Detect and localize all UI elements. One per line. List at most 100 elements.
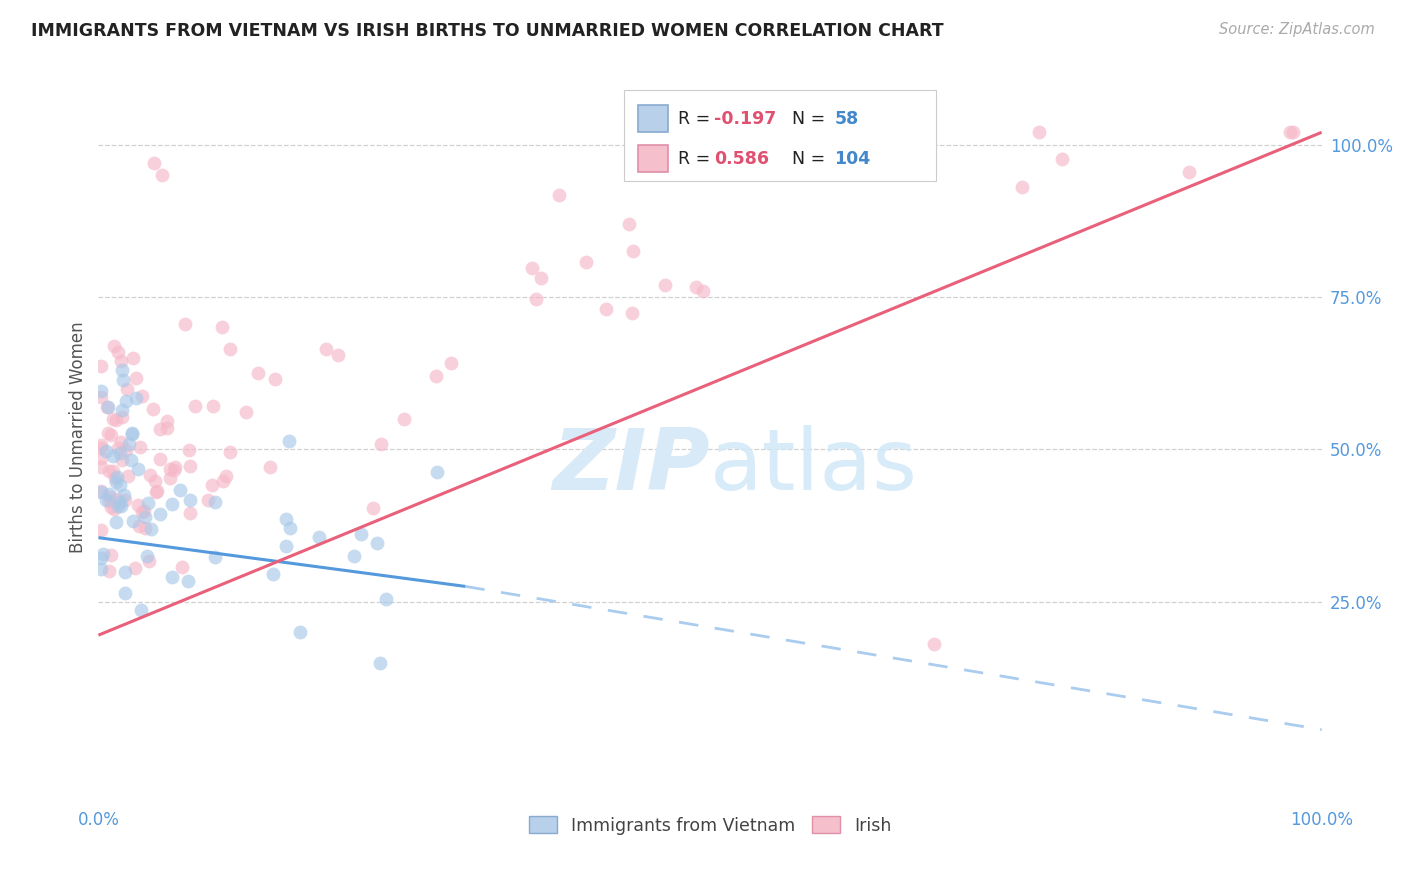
Point [121,427,143,442]
Point [159,462,181,476]
Point [159,470,181,484]
Point [111,374,134,388]
Point [114,493,136,508]
Point [315,342,337,356]
Point [97,494,120,508]
Point [163,463,186,477]
Point [548,187,571,202]
Text: R =: R = [679,110,716,128]
Point [90,450,112,465]
Point [111,453,134,467]
Point [111,402,134,417]
Point [370,436,392,450]
Point [149,422,172,436]
Point [120,453,142,467]
Point [524,292,547,306]
Point [520,260,543,275]
Point [204,494,226,508]
Point [127,462,149,476]
Text: R =: R = [679,150,716,168]
Point [127,498,149,512]
Point [654,277,676,292]
Point [276,539,298,553]
Point [136,496,159,510]
Point [156,421,179,435]
Point [90,562,112,576]
Point [278,521,301,535]
Point [125,371,148,385]
Point [90,441,112,455]
Point [1282,125,1305,139]
Text: 0.586: 0.586 [714,150,769,168]
Point [262,566,284,581]
Point [277,434,299,448]
Text: -0.197: -0.197 [714,110,776,128]
Text: N =: N = [793,110,831,128]
Point [139,522,162,536]
Point [1028,125,1050,139]
Point [177,574,200,589]
Point [114,586,136,600]
Point [90,485,112,500]
Point [138,554,160,568]
Point [110,499,132,513]
Point [90,359,112,374]
Point [363,500,385,515]
Point [160,570,183,584]
Point [142,401,165,416]
Point [621,244,644,258]
Point [131,389,153,403]
Point [115,394,138,409]
Point [197,492,219,507]
Text: ZIP: ZIP [553,425,710,508]
Point [105,475,128,489]
Point [1279,125,1302,139]
Point [96,400,118,414]
Point [440,356,463,370]
Point [368,656,391,670]
Point [122,515,145,529]
Point [375,591,398,606]
Point [125,392,148,406]
Point [105,491,128,506]
Point [170,560,193,574]
Point [103,338,125,352]
Point [105,470,128,484]
Point [98,464,121,478]
Point [96,493,118,508]
Point [122,351,145,365]
Point [131,505,153,519]
Point [129,603,152,617]
Point [179,506,201,520]
Point [97,564,120,578]
Point [100,500,122,514]
Point [259,460,281,475]
Point [117,469,139,483]
Point [530,270,553,285]
FancyBboxPatch shape [638,145,668,172]
Point [264,372,287,386]
Point [104,413,127,427]
Point [169,483,191,498]
Point [97,400,120,414]
Point [201,478,224,492]
Point [204,549,226,564]
Point [94,444,117,458]
Point [692,285,714,299]
Point [90,523,112,537]
Point [184,399,207,413]
Point [160,497,183,511]
Text: 104: 104 [834,150,870,168]
Point [97,486,120,500]
Point [134,504,156,518]
Point [108,477,131,491]
Point [114,565,136,579]
Point [179,492,201,507]
Point [392,412,415,426]
Point [138,468,160,483]
Point [426,465,449,479]
Point [1050,152,1073,166]
Point [288,625,311,640]
Point [326,348,349,362]
Point [115,382,138,396]
